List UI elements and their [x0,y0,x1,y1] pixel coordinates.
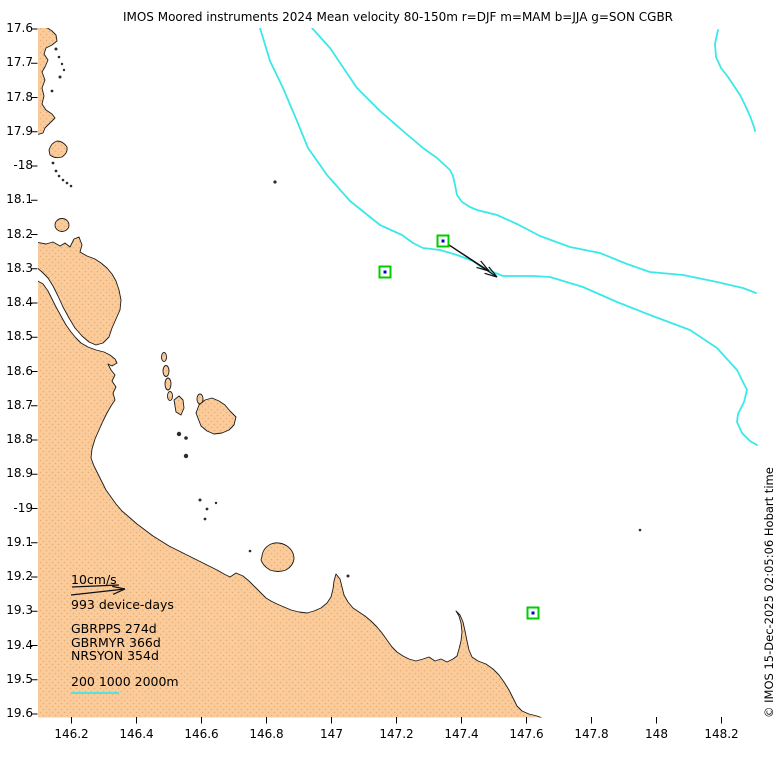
y-tick-label: 17.9 [6,123,33,138]
y-tick-label: 18.8 [6,432,33,446]
mooring-marker-dot [383,270,387,274]
x-tick-label: 146.2 [54,727,89,741]
x-tick-label: 147.6 [509,727,544,741]
y-tick-label: 19.3 [6,603,33,618]
y-tick-label: 17.7 [6,55,33,70]
magnetic-island [260,542,295,572]
island [167,391,173,401]
mooring-markers [378,234,540,620]
island [161,352,167,362]
depth-contour-line [259,28,758,446]
y-tick-label: 19.5 [6,671,33,686]
legend-depth-contours: 200 1000 2000m [71,674,179,689]
depth-contour-line [714,29,756,132]
axis-ticks [31,28,722,724]
legend-mooring-entry: GBRPPS 274d [71,621,157,636]
y-tick-label: 18.4 [6,295,33,309]
x-tick-label: 148.2 [704,727,739,741]
y-tick-label: 18.9 [6,466,33,481]
x-tick-label: 147.8 [574,727,609,741]
x-tick-label: 146.8 [249,727,284,741]
legend-mooring-entry: NRSYON 354d [71,648,159,663]
island [173,395,185,416]
island [48,140,68,159]
y-tick-label: 18.7 [6,397,33,412]
island [54,218,70,232]
coastline-north [38,28,58,135]
x-tick-label: 147 [320,727,343,741]
islet-specks [50,47,642,578]
y-tick-label: 18.3 [6,260,33,275]
y-tick-label: 19.6 [6,706,33,720]
depth-contours [259,28,758,446]
mooring-marker-dot [441,239,445,243]
x-tick-label: 147.2 [379,727,414,741]
y-tick-label: 18.2 [6,226,33,241]
legend-device-days: 993 device-days [71,597,174,612]
x-tick-label: 146.6 [184,727,219,741]
y-tick-label: 17.8 [6,89,33,104]
great-palm-island [195,397,237,435]
x-tick-label: 146.4 [119,727,154,741]
legend-scale-label: 10cm/s [71,572,117,587]
land-layer [38,28,543,718]
y-tick-label: -19 [13,500,33,515]
y-tick-label: 18.1 [6,192,33,207]
credit-text: © IMOS 15-Dec-2025 02:05:06 Hobart time [762,467,776,718]
mainland-coastline [38,280,543,718]
scale-arrow [70,584,126,596]
y-tick-label: -18 [13,158,33,172]
y-tick-label: 19.4 [6,637,33,652]
y-tick-label: 18.5 [6,329,33,344]
x-tick-label: 147.4 [444,727,479,741]
depth-contour-line [311,28,757,294]
legend-mooring-entry: GBRMYR 366d [71,634,161,650]
mooring-marker-dot [531,611,535,615]
island [164,377,172,391]
y-tick-label: 19.2 [6,569,33,583]
y-tick-label: 18.6 [6,363,33,378]
island [162,365,170,377]
x-tick-label: 148 [645,727,668,741]
legend-mooring-list: GBRPPS 274d GBRMYR 366d NRSYON 354d [71,622,161,663]
y-tick-label: 17.6 [6,21,33,35]
y-tick-label: 19.1 [6,534,33,549]
hinchinbrook-island [38,236,122,346]
chart-title: IMOS Moored instruments 2024 Mean veloci… [122,10,674,24]
